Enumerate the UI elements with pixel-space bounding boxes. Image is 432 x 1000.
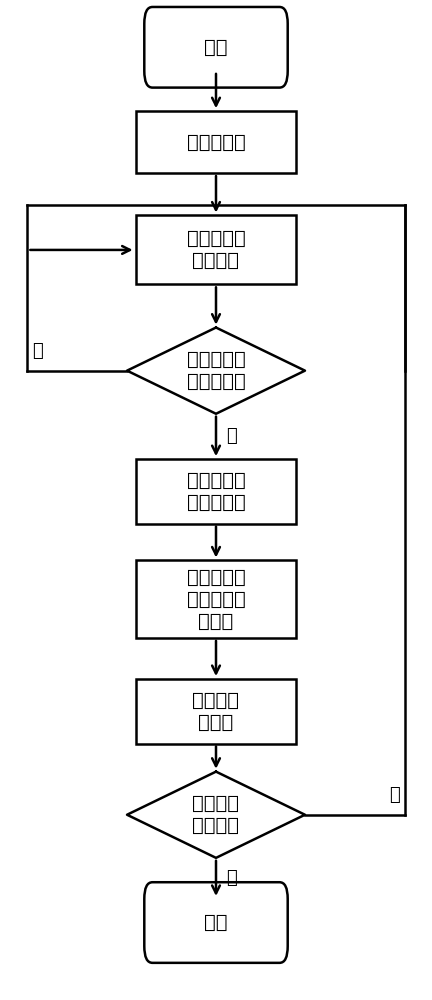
Text: 开始: 开始	[204, 38, 228, 57]
Bar	[136, 111, 296, 173]
Text: 是: 是	[227, 427, 237, 445]
Text: 结束: 结束	[204, 913, 228, 932]
Text: 更新全局
信息素: 更新全局 信息素	[193, 691, 239, 732]
FancyBboxPatch shape	[144, 7, 288, 88]
Text: 将所有信息
传递给蚁后
并比较: 将所有信息 传递给蚁后 并比较	[187, 568, 245, 631]
Text: 是: 是	[227, 869, 237, 887]
Text: 是否所有蚂
蚁完成搜索: 是否所有蚂 蚁完成搜索	[187, 350, 245, 391]
Polygon shape	[127, 772, 305, 858]
Text: 初始化参数: 初始化参数	[187, 133, 245, 152]
Text: 计算路径信
任值并排序: 计算路径信 任值并排序	[187, 471, 245, 512]
Bar	[136, 215, 296, 284]
Text: 否: 否	[390, 786, 400, 804]
Text: 否: 否	[32, 342, 42, 360]
Text: 蚂蚁搜索与
构建路径: 蚂蚁搜索与 构建路径	[187, 229, 245, 270]
Bar	[136, 459, 296, 524]
FancyBboxPatch shape	[144, 882, 288, 963]
Text: 是否满足
波长限制: 是否满足 波长限制	[193, 794, 239, 835]
Polygon shape	[127, 328, 305, 414]
Bar	[136, 679, 296, 744]
Bar	[136, 560, 296, 638]
